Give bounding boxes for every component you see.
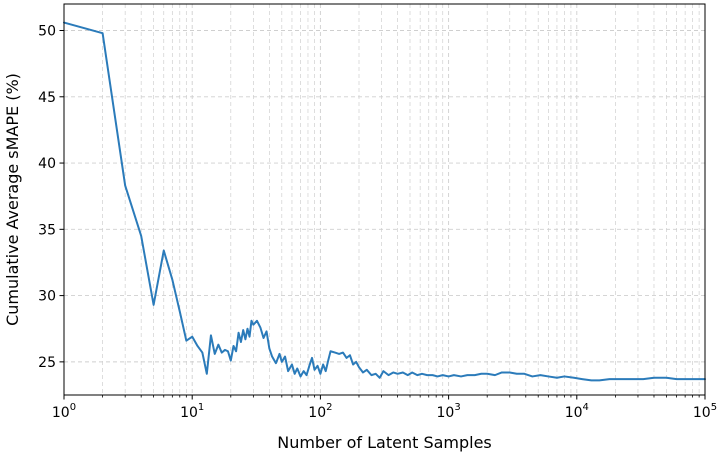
x-tick-label: 101 — [180, 402, 204, 421]
x-tick-label: 104 — [565, 402, 589, 421]
x-tick-exponent: 5 — [711, 402, 717, 413]
y-tick-label: 25 — [38, 355, 56, 371]
x-tick-label: 102 — [308, 402, 332, 421]
plot-frame — [63, 3, 706, 396]
y-tick-label: 45 — [38, 90, 56, 106]
x-tick-label: 103 — [436, 402, 460, 421]
y-tick-label: 30 — [38, 289, 56, 305]
x-tick-exponent: 1 — [198, 402, 204, 413]
x-axis-label: Number of Latent Samples — [277, 433, 492, 452]
y-axis: 25 30 35 40 45 50 — [38, 24, 64, 371]
series-line — [63, 21, 706, 382]
x-tick-label: 100 — [52, 402, 76, 421]
y-tick-label: 35 — [38, 222, 56, 238]
y-axis-label: Cumulative Average sMAPE (%) — [3, 73, 22, 326]
y-tick-label: 40 — [38, 156, 56, 172]
grid — [63, 4, 705, 395]
y-tick-label: 50 — [38, 24, 56, 40]
series-layer — [63, 21, 706, 382]
x-tick-exponent: 4 — [583, 402, 589, 413]
x-axis: 100 101 102 103 104 105 — [52, 395, 717, 421]
x-tick-exponent: 3 — [454, 402, 460, 413]
x-tick-exponent: 2 — [326, 402, 332, 413]
x-tick-label: 105 — [693, 402, 717, 421]
x-tick-exponent: 0 — [70, 402, 76, 413]
